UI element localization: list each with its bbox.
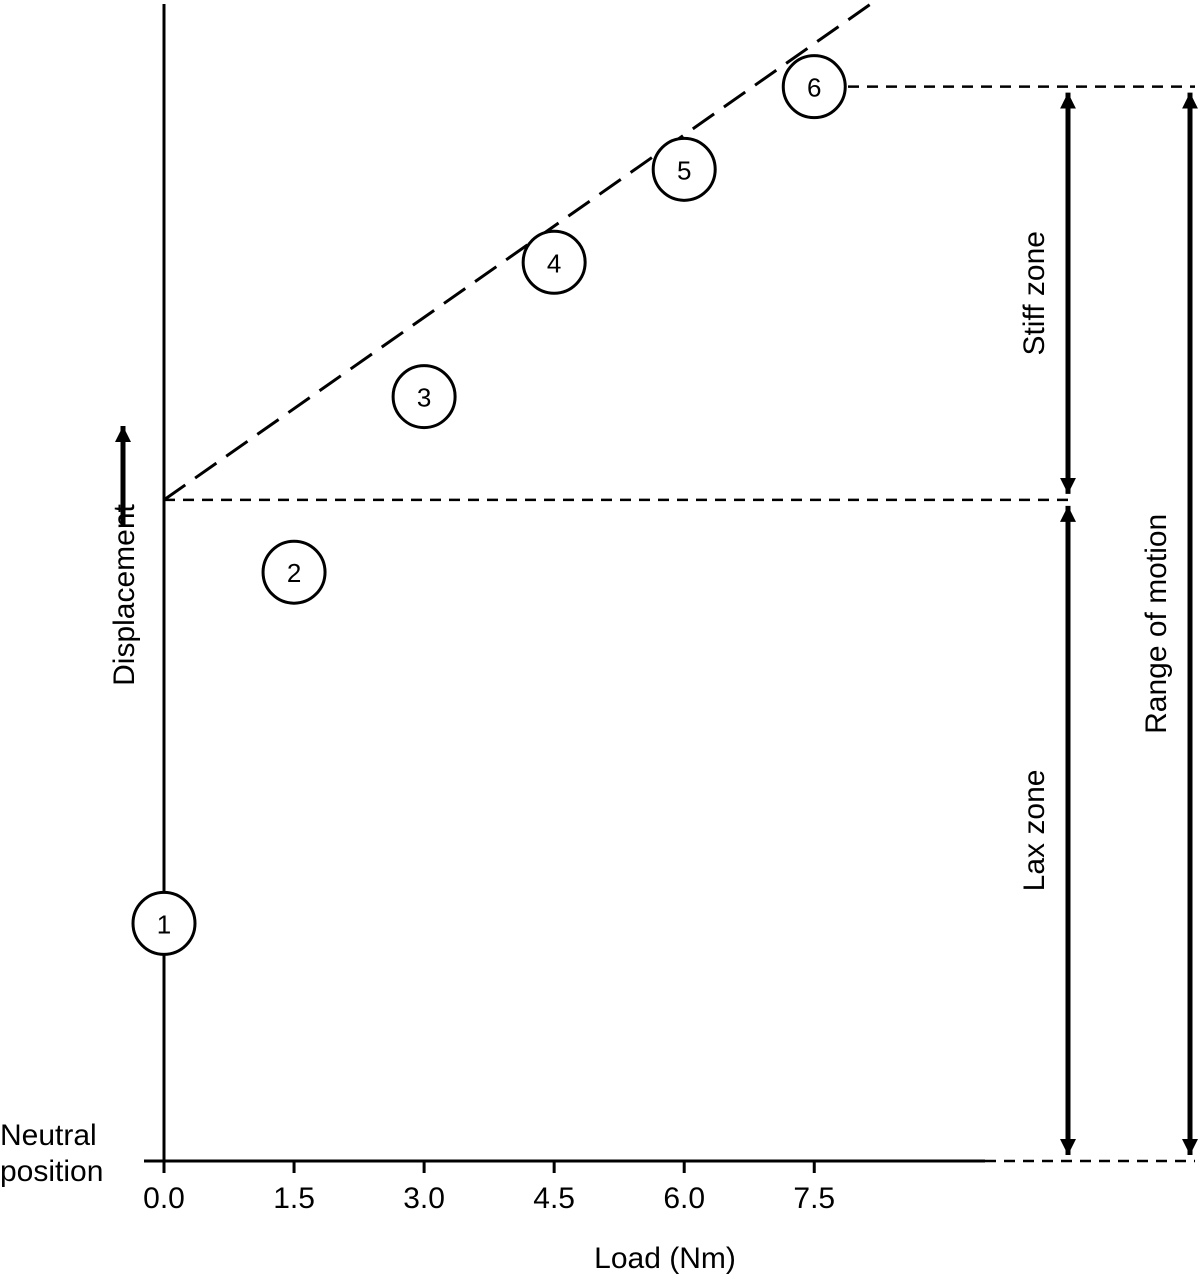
data-point-label: 4 <box>547 248 561 278</box>
data-point-label: 3 <box>417 383 431 413</box>
y-axis-title-group: Displacement <box>108 503 141 685</box>
x-axis-title: Load (Nm) <box>594 1242 736 1275</box>
data-point-2 <box>261 539 327 605</box>
data-point-5 <box>651 136 717 202</box>
data-point-label: 5 <box>677 155 691 185</box>
data-point-4 <box>521 229 587 295</box>
x-tick-label: 7.5 <box>793 1182 835 1215</box>
y-axis-title: Displacement <box>108 503 141 685</box>
data-point-label: 6 <box>807 73 821 103</box>
data-point-label: 1 <box>157 909 171 939</box>
x-tick-label: 6.0 <box>663 1182 705 1215</box>
data-point-6 <box>781 54 847 120</box>
neutral-label: Neutral <box>0 1119 97 1152</box>
zone-label: Stiff zone <box>1018 231 1051 356</box>
x-tick-label: 4.5 <box>533 1182 575 1215</box>
data-point-label: 2 <box>287 558 301 588</box>
neutral-label-line2: position <box>0 1155 103 1188</box>
x-tick-label: 3.0 <box>403 1182 445 1215</box>
x-tick-label: 0.0 <box>143 1182 185 1215</box>
zone-label: Range of motion <box>1140 514 1173 734</box>
data-point-1 <box>131 890 197 956</box>
trend-line <box>163 0 880 502</box>
x-tick-label: 1.5 <box>273 1182 315 1215</box>
zone-label: Lax zone <box>1018 770 1051 892</box>
data-point-3 <box>391 364 457 430</box>
